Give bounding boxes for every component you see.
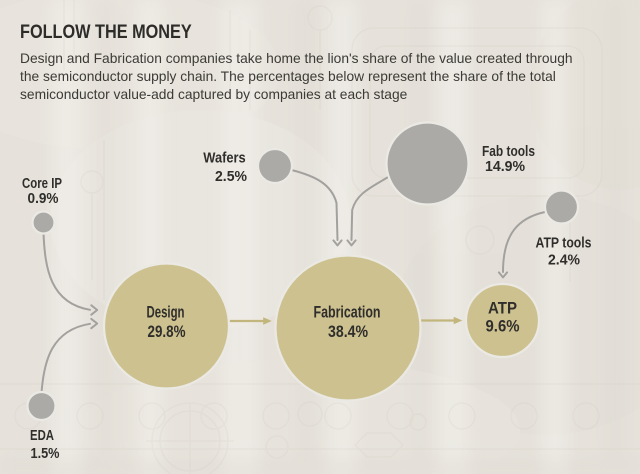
svg-text:ATP tools: ATP tools [536,234,592,250]
svg-text:2.5%: 2.5% [215,169,247,186]
svg-text:14.9%: 14.9% [485,159,525,175]
svg-text:ATP: ATP [488,300,517,318]
svg-text:2.4%: 2.4% [548,252,580,269]
svg-text:9.6%: 9.6% [486,318,520,336]
svg-text:Fab tools: Fab tools [482,143,535,160]
svg-text:38.4%: 38.4% [328,323,368,341]
svg-text:Core IP: Core IP [22,175,62,192]
svg-text:Design and Fabrication compani: Design and Fabrication companies take ho… [20,51,573,66]
svg-text:29.8%: 29.8% [148,323,186,342]
svg-text:the semiconductor supply chain: the semiconductor supply chain. The perc… [20,69,556,84]
svg-text:Wafers: Wafers [203,149,246,166]
svg-text:0.9%: 0.9% [28,190,59,207]
svg-text:Design: Design [147,304,185,323]
svg-text:FOLLOW THE MONEY: FOLLOW THE MONEY [20,21,192,43]
svg-text:EDA: EDA [30,426,54,443]
svg-text:semiconductor value-add captur: semiconductor value-add captured by comp… [20,87,408,102]
svg-text:Fabrication: Fabrication [313,304,380,322]
svg-text:1.5%: 1.5% [31,444,60,461]
